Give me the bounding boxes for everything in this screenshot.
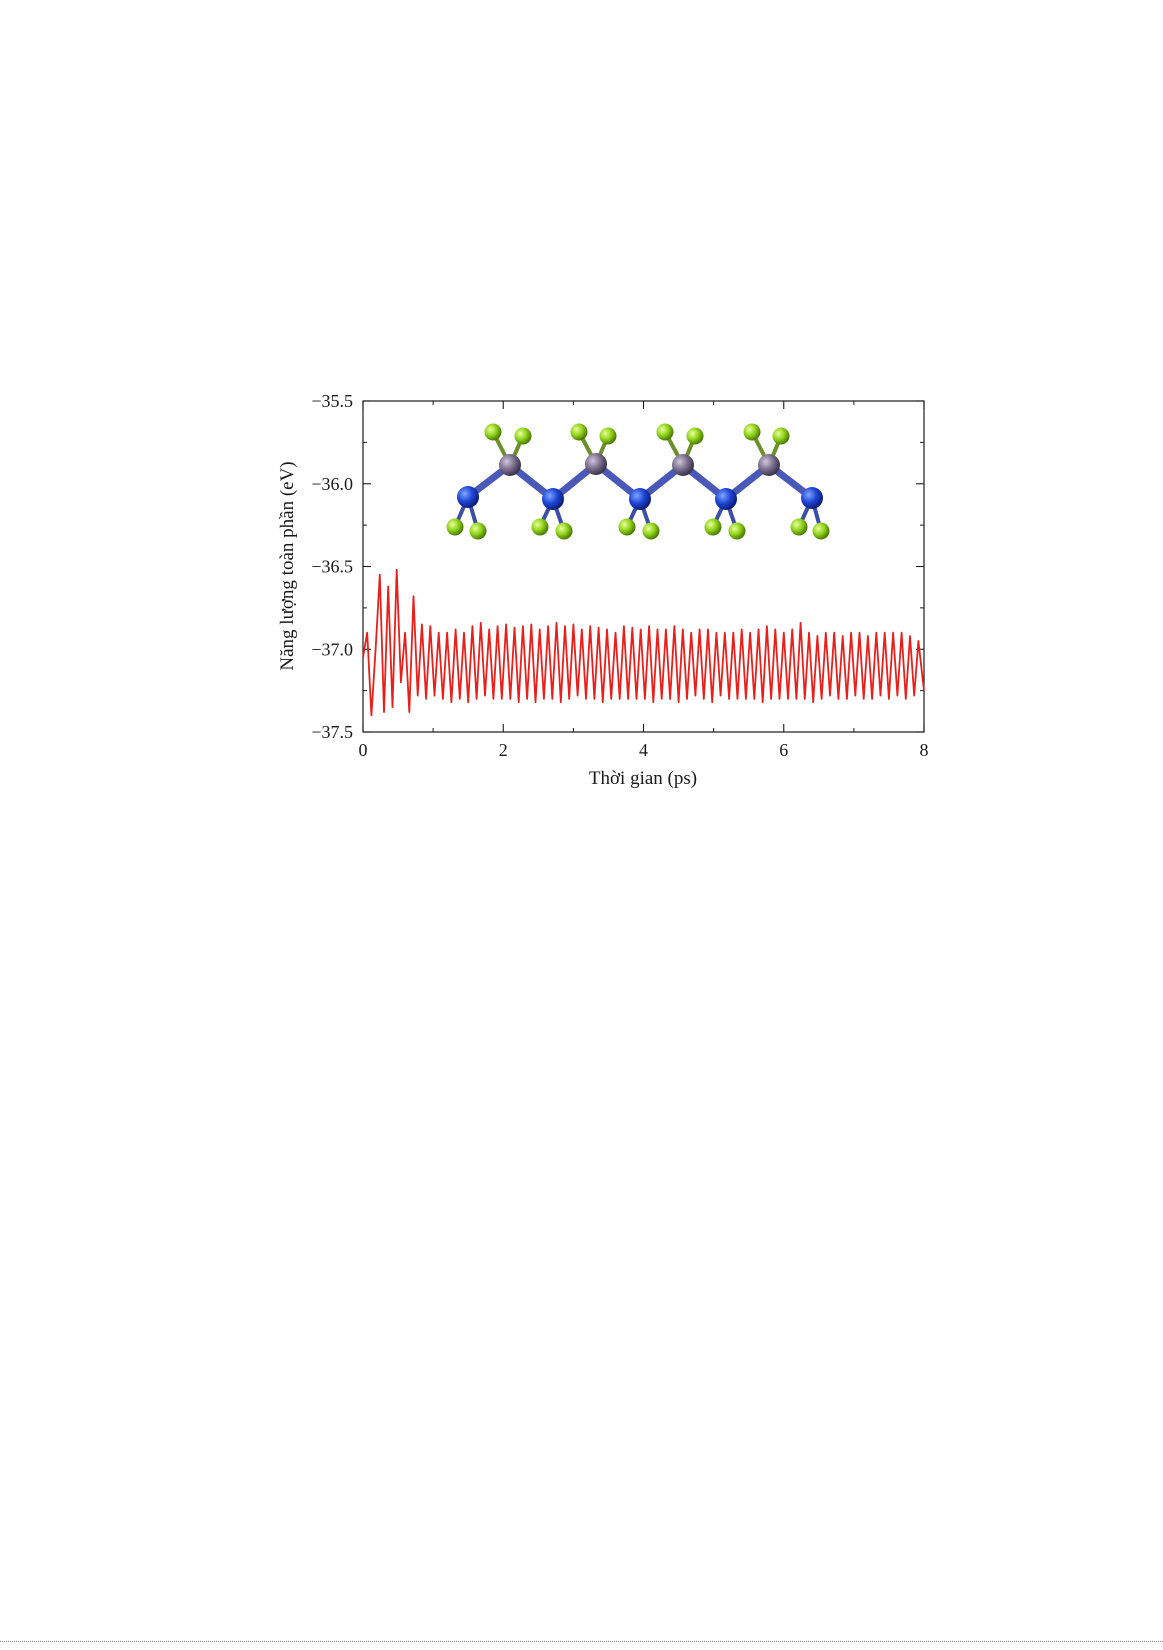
blue-atom — [629, 488, 651, 510]
y-axis-title: Năng lượng toàn phần (eV) — [277, 461, 298, 670]
series-layer — [362, 568, 925, 717]
green-atom — [656, 423, 674, 441]
green-atom — [812, 522, 830, 540]
blue-atom — [457, 486, 479, 508]
series-line — [362, 568, 925, 717]
green-atom — [642, 522, 660, 540]
green-atom — [570, 423, 588, 441]
grey-atom — [499, 454, 521, 476]
y-tick-label: −36.5 — [311, 557, 353, 577]
blue-atom — [542, 488, 564, 510]
x-tick-label: 8 — [920, 740, 929, 760]
x-tick-labels: 0 2 4 6 8 — [359, 740, 929, 760]
green-atom — [446, 518, 464, 536]
molecule-inset — [446, 423, 830, 540]
green-atom — [531, 518, 549, 536]
y-tick-labels: −35.5 −36.0 −36.5 −37.0 −37.5 — [311, 391, 353, 742]
green-atom — [618, 518, 636, 536]
green-atom — [686, 427, 704, 445]
green-atom — [728, 522, 746, 540]
x-tick-label: 0 — [359, 740, 368, 760]
axis-ticks — [362, 400, 925, 733]
green-atom — [555, 522, 573, 540]
blue-atom — [715, 488, 737, 510]
blue-atom — [801, 487, 823, 509]
green-atom — [514, 427, 532, 445]
x-tick-label: 2 — [499, 740, 508, 760]
green-atom — [772, 427, 790, 445]
green-atom — [743, 423, 761, 441]
green-atom — [599, 427, 617, 445]
y-tick-label: −37.5 — [311, 722, 353, 742]
y-tick-label: −35.5 — [311, 391, 353, 411]
green-atom — [484, 423, 502, 441]
grey-atom — [672, 454, 694, 476]
grey-atom — [758, 454, 780, 476]
x-axis-title: Thời gian (ps) — [589, 768, 697, 789]
green-atom — [469, 522, 487, 540]
y-tick-label: −36.0 — [311, 474, 353, 494]
x-tick-label: 6 — [779, 740, 788, 760]
green-atom — [704, 518, 722, 536]
x-tick-label: 4 — [639, 740, 648, 760]
y-tick-label: −37.0 — [311, 639, 353, 659]
page-bottom-rule — [0, 1641, 1163, 1642]
grey-atom — [585, 453, 607, 475]
green-atom — [790, 518, 808, 536]
